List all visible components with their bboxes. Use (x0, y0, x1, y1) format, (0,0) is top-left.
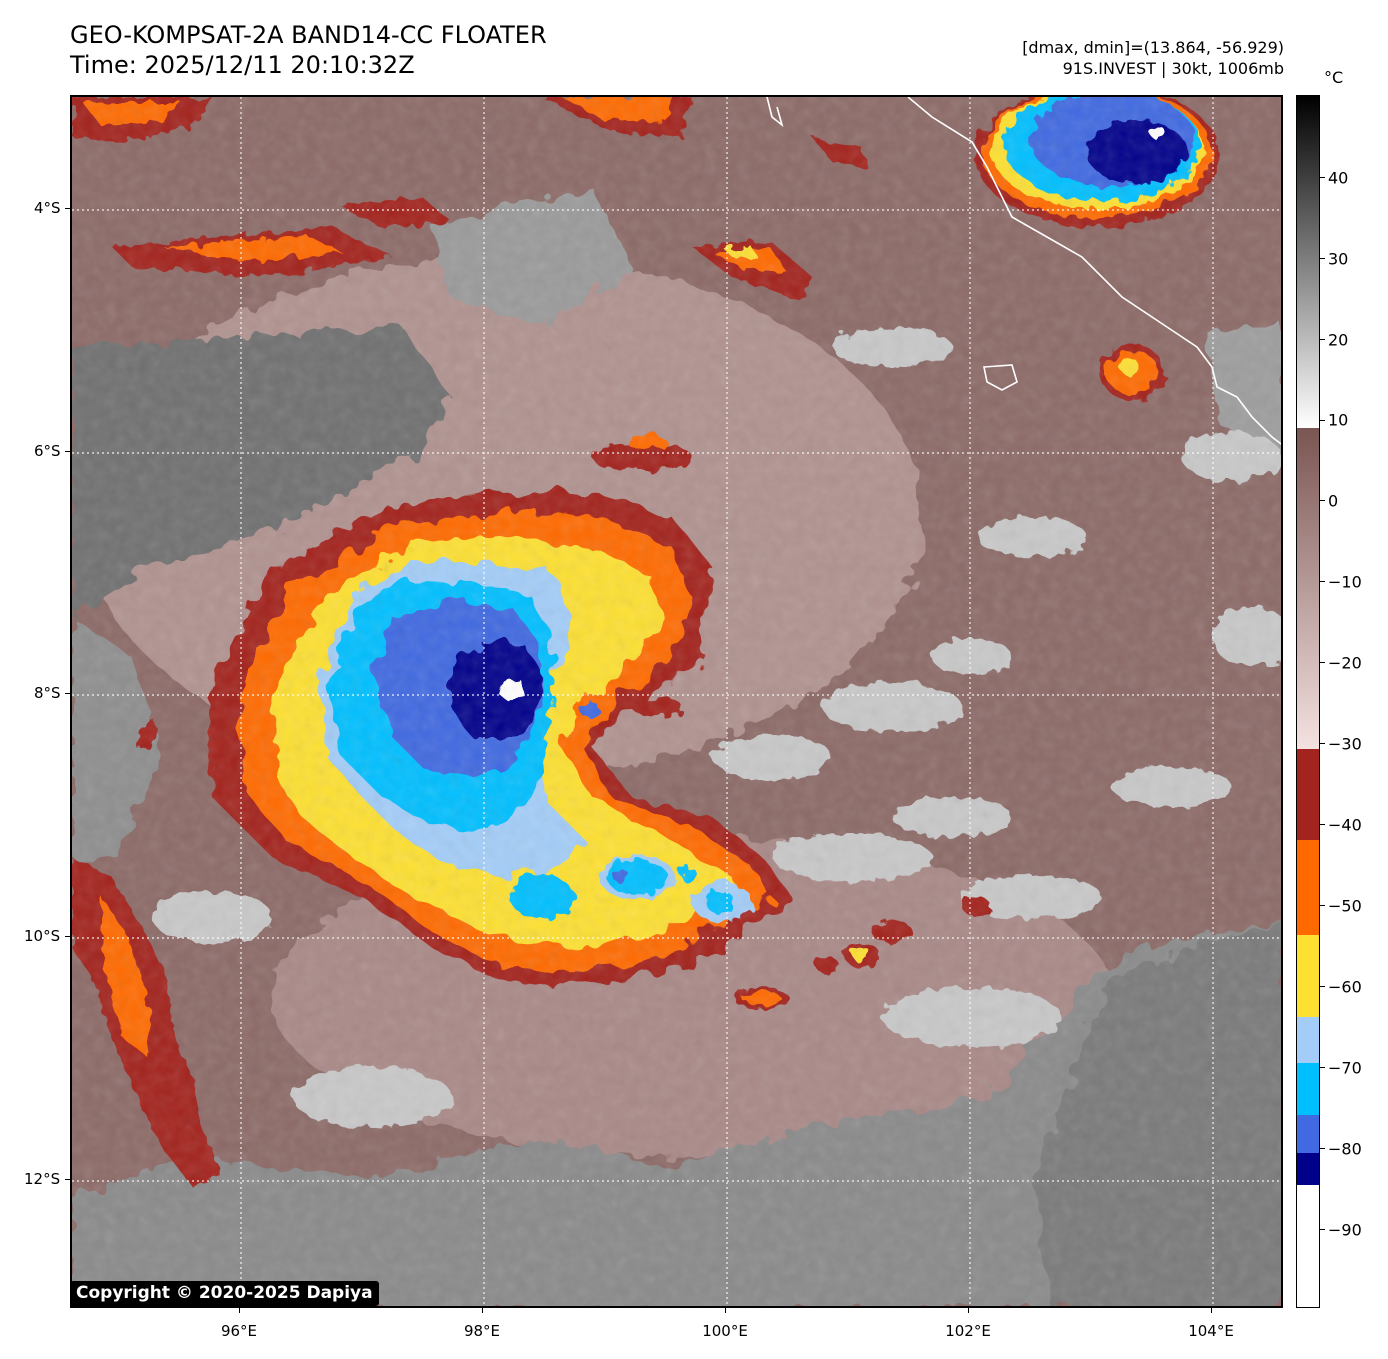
colorbar-label-minus60: −60 (1328, 977, 1362, 997)
lat-tick-mark (65, 693, 70, 694)
colorbar-label-minus50: −50 (1328, 896, 1362, 916)
image-grain (72, 97, 1281, 1306)
satellite-map (70, 95, 1283, 1308)
lon-tick-mark (1211, 1308, 1212, 1313)
lat-label-6s: 6°S (34, 442, 61, 460)
colorbar-unit: °C (1324, 68, 1344, 87)
coastline (766, 97, 1281, 445)
colorbar-label-40: 40 (1328, 168, 1349, 188)
colorbar-tick (1320, 339, 1325, 340)
lat-label-8s: 8°S (34, 684, 61, 702)
chart-title: GEO-KOMPSAT-2A BAND14-CC FLOATER Time: 2… (70, 20, 547, 80)
colorbar-tick (1320, 743, 1325, 744)
colorbar-label-minus30: −30 (1328, 734, 1362, 754)
lon-label-96e: 96°E (220, 1322, 258, 1340)
lat-label-4s: 4°S (34, 199, 61, 217)
colorbar-tick (1320, 824, 1325, 825)
lon-tick-mark (725, 1308, 726, 1313)
title-time: Time: 2025/12/11 20:10:32Z (70, 51, 415, 79)
colorbar-tick (1320, 905, 1325, 906)
colorbar-tick (1320, 1067, 1325, 1068)
colorbar-label-0: 0 (1328, 491, 1339, 511)
colorbar-tick (1320, 986, 1325, 987)
copyright-badge: Copyright © 2020-2025 Dapiya (70, 1281, 379, 1306)
temperature-colorbar (1296, 95, 1320, 1308)
lon-label-98e: 98°E (463, 1322, 501, 1340)
lon-tick-mark (239, 1308, 240, 1313)
colorbar-label-10: 10 (1328, 410, 1349, 430)
lat-label-10s: 10°S (24, 927, 61, 945)
colorbar-tick (1320, 420, 1325, 421)
colorbar-tick (1320, 500, 1325, 501)
lat-tick-mark (65, 1179, 70, 1180)
colorbar-label-minus20: −20 (1328, 653, 1362, 673)
colorbar-tick (1320, 662, 1325, 663)
lon-tick-mark (482, 1308, 483, 1313)
lon-label-100e: 100°E (702, 1322, 748, 1340)
lat-tick-mark (65, 208, 70, 209)
colorbar-label-minus80: −80 (1328, 1139, 1362, 1159)
colorbar-label-30: 30 (1328, 249, 1349, 269)
lon-label-104e: 104°E (1188, 1322, 1234, 1340)
colorbar-tick (1320, 1229, 1325, 1230)
lat-label-12s: 12°S (24, 1170, 61, 1188)
colorbar-tick (1320, 581, 1325, 582)
colorbar-label-20: 20 (1328, 330, 1349, 350)
colorbar-label-minus90: −90 (1328, 1220, 1362, 1240)
lat-tick-mark (65, 936, 70, 937)
data-range-label: [dmax, dmin]=(13.864, -56.929) (1022, 38, 1284, 57)
colorbar-label-minus70: −70 (1328, 1058, 1362, 1078)
colorbar-label-minus10: −10 (1328, 572, 1362, 592)
colorbar-tick (1320, 1148, 1325, 1149)
colorbar-tick (1320, 258, 1325, 259)
graticule (72, 97, 1281, 1306)
lat-tick-mark (65, 451, 70, 452)
ir-imagery (72, 97, 1281, 1306)
lon-tick-mark (968, 1308, 969, 1313)
title-product: GEO-KOMPSAT-2A BAND14-CC FLOATER (70, 21, 547, 49)
lon-label-102e: 102°E (945, 1322, 991, 1340)
storm-info: [dmax, dmin]=(13.864, -56.929) 91S.INVES… (1022, 37, 1284, 79)
colorbar-gradient (1297, 96, 1319, 1307)
colorbar-tick (1320, 177, 1325, 178)
storm-intensity-label: 91S.INVEST | 30kt, 1006mb (1062, 59, 1284, 78)
colorbar-label-minus40: −40 (1328, 815, 1362, 835)
